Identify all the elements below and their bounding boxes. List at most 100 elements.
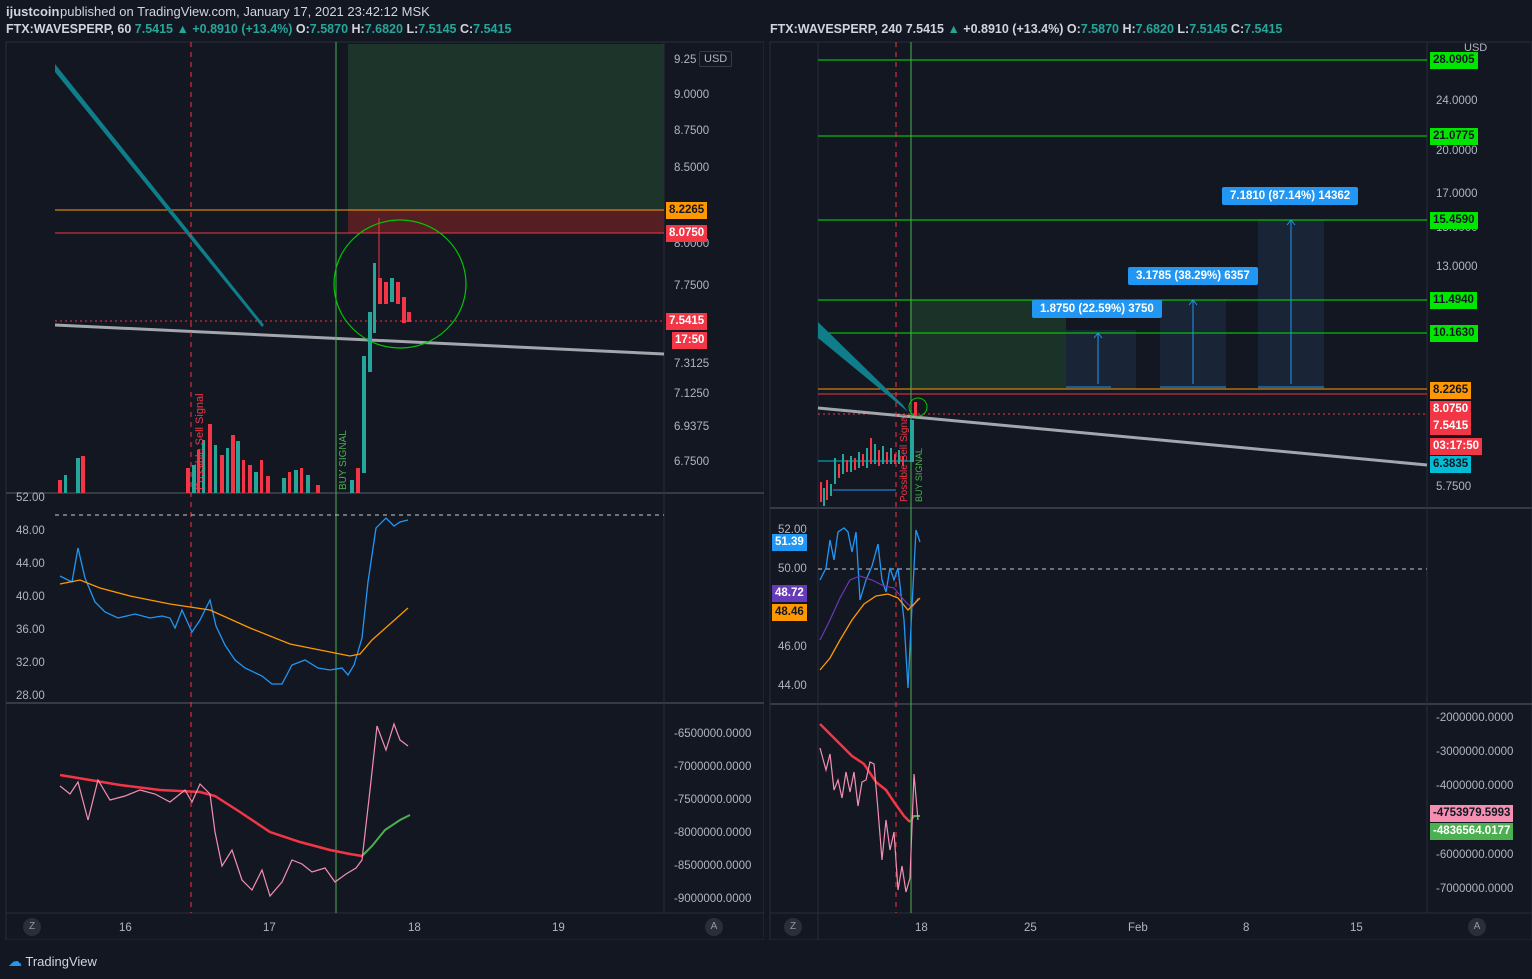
left-price-badge: 7.5415 — [666, 313, 708, 330]
rsi-ma-line[interactable] — [59, 579, 409, 657]
left-close: 7.5415 — [473, 22, 512, 36]
right-open: 7.5870 — [1080, 22, 1119, 36]
right-buy-signal-label: BUY SIGNAL — [914, 448, 924, 502]
right-sell-signal-label: Possible Sell Signal — [899, 414, 910, 502]
left-rsi-tick: 32.00 — [16, 657, 45, 669]
right-price-badge: 11.4940 — [1430, 292, 1477, 309]
left-open: 7.5870 — [309, 22, 349, 36]
left-rsi-tick: 40.00 — [16, 591, 45, 603]
right-price-badge: 6.3835 — [1430, 456, 1472, 473]
left-symbol[interactable]: FTX:WAVESPERP, 60 — [6, 22, 132, 36]
cvd-ma-line[interactable] — [59, 773, 363, 858]
right-chart-panel[interactable]: FTX:WAVESPERP, 240 7.5415 ▲ +0.8910 (+13… — [768, 20, 1532, 940]
cloud-icon: ☁ — [8, 953, 22, 969]
right-rsi-badge: 48.72 — [772, 585, 807, 602]
right-zoom-button[interactable]: Z — [784, 918, 802, 936]
cvd-line[interactable] — [819, 747, 919, 893]
left-price-tick: 8.7500 — [674, 125, 710, 137]
right-time-tick: Feb — [1128, 922, 1148, 934]
left-open-label: O: — [295, 22, 310, 36]
left-candles[interactable] — [58, 218, 411, 493]
left-currency-badge[interactable]: USD — [699, 51, 733, 67]
right-price-badge: 15.4590 — [1430, 212, 1478, 229]
right-rsi-badge: 51.39 — [772, 534, 807, 551]
left-auto-scale-button[interactable]: A — [705, 918, 723, 936]
right-symbol[interactable]: FTX:WAVESPERP, 240 — [770, 22, 903, 36]
right-cvd-tick: -2000000.0000 — [1436, 712, 1514, 724]
teal-trendline[interactable] — [818, 322, 908, 412]
left-change: +0.8910 (+13.4%) — [192, 22, 293, 36]
rsi-line[interactable] — [59, 517, 409, 685]
target-info-box[interactable]: 7.1810 (87.14%) 14362 — [1222, 187, 1359, 205]
right-last-price: 7.5415 — [905, 22, 944, 36]
right-rsi-tick: 50.00 — [778, 563, 807, 575]
left-cvd-tick: -9000000.0000 — [674, 893, 752, 905]
author-name[interactable]: ijustcoin — [6, 4, 60, 19]
highlight-circle[interactable] — [333, 219, 467, 349]
left-buy-signal-label: BUY SIGNAL — [338, 430, 349, 490]
right-rsi-tick: 44.00 — [778, 680, 807, 692]
left-cvd-tick: -7500000.0000 — [674, 794, 752, 806]
cvd-ma-line-green[interactable] — [361, 814, 411, 857]
tradingview-logo[interactable]: ☁ TradingView — [8, 953, 97, 970]
right-price-badge: 10.1630 — [1430, 325, 1478, 342]
left-price-tick: 7.3125 — [674, 358, 710, 370]
right-price-tick: 5.7500 — [1436, 481, 1472, 493]
rsi-signal-line[interactable] — [819, 575, 919, 641]
right-cvd-tick: -3000000.0000 — [1436, 746, 1514, 758]
left-time-tick: 18 — [408, 922, 421, 934]
right-candles[interactable] — [818, 402, 917, 506]
target-info-box[interactable]: 1.8750 (22.59%) 3750 — [1032, 300, 1162, 318]
left-low: 7.5145 — [418, 22, 457, 36]
left-close-label: C: — [459, 22, 474, 36]
right-close-label: C: — [1230, 22, 1245, 36]
right-price-tick: 20.0000 — [1436, 145, 1478, 157]
left-time-tick: 16 — [119, 922, 132, 934]
cvd-line[interactable] — [59, 722, 409, 898]
left-chart-canvas[interactable] — [0, 20, 764, 940]
right-price-tick: 17.0000 — [1436, 188, 1478, 200]
stop-zone[interactable] — [348, 210, 664, 233]
left-rsi-tick: 28.00 — [16, 690, 45, 702]
right-price-badge: 21.0775 — [1430, 128, 1478, 145]
right-time-tick: 18 — [915, 922, 928, 934]
right-price-tick: 24.0000 — [1436, 95, 1478, 107]
target-zone[interactable] — [348, 44, 664, 210]
left-rsi-tick: 52.00 — [16, 492, 45, 504]
left-rsi-tick: 44.00 — [16, 558, 45, 570]
left-rsi-tick: 48.00 — [16, 525, 45, 537]
left-cvd-tick: -7000000.0000 — [674, 761, 752, 773]
rsi-ma-line[interactable] — [819, 593, 921, 671]
right-auto-scale-button[interactable]: A — [1468, 918, 1486, 936]
left-chart-panel[interactable]: FTX:WAVESPERP, 60 7.5415 ▲ +0.8910 (+13.… — [0, 20, 764, 940]
right-rsi-tick: 46.00 — [778, 641, 807, 653]
right-open-label: O: — [1066, 22, 1081, 36]
right-cvd-tick: -7000000.0000 — [1436, 883, 1514, 895]
left-price-tick: 7.7500 — [674, 280, 710, 292]
left-time-tick: 17 — [263, 922, 276, 934]
cvd-ma-line[interactable] — [819, 723, 911, 823]
right-currency-label[interactable]: USD — [1464, 42, 1488, 54]
right-chart-canvas[interactable] — [768, 20, 1532, 940]
grey-trendline[interactable] — [817, 406, 1428, 467]
right-low: 7.5145 — [1189, 22, 1228, 36]
target-info-box[interactable]: 3.1785 (38.29%) 6357 — [1128, 267, 1258, 285]
highlight-circle[interactable] — [908, 397, 928, 417]
rsi-line[interactable] — [819, 527, 921, 689]
left-price-tick: 9.0000 — [674, 89, 710, 101]
up-arrow-icon: ▲ — [176, 22, 189, 36]
right-close: 7.5415 — [1244, 22, 1283, 36]
left-high-label: H: — [351, 22, 365, 36]
left-cvd-tick: -6500000.0000 — [674, 728, 752, 740]
grey-trendline[interactable] — [54, 323, 665, 356]
right-cvd-tick: -4000000.0000 — [1436, 780, 1514, 792]
left-price-tick: 9.25 — [674, 54, 697, 66]
left-zoom-button[interactable]: Z — [23, 918, 41, 936]
left-sell-signal-label: Possible Sell Signal — [194, 393, 206, 490]
left-countdown-badge: 17:50 — [672, 332, 708, 349]
publish-header: ijustcoin published on TradingView.com, … — [0, 0, 1532, 20]
left-price-tick: 6.7500 — [674, 456, 710, 468]
left-last-price: 7.5415 — [134, 22, 173, 36]
teal-trendline[interactable] — [55, 64, 264, 327]
right-cvd-badge: -4753979.5993 — [1430, 805, 1514, 822]
